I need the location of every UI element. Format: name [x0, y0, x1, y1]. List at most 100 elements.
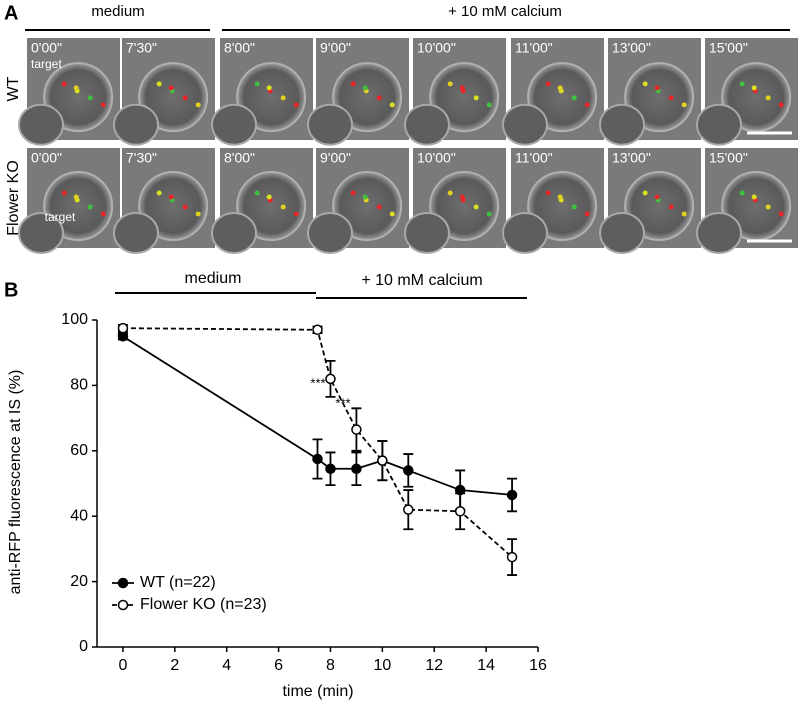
fluorescent-spot [350, 81, 356, 87]
data-point [351, 424, 362, 435]
data-point [312, 324, 323, 336]
data-point [312, 453, 323, 465]
legend-marker [117, 577, 129, 589]
time-label: 11'00" [515, 40, 553, 56]
fluorescent-spot [668, 204, 674, 210]
fluorescent-spot [100, 102, 106, 108]
time-label: 9'00" [320, 40, 351, 56]
time-label: 9'00" [320, 150, 351, 166]
fluorescent-spot [642, 81, 648, 87]
y-tick-label: 0 [79, 638, 88, 655]
fluorescent-spot [473, 95, 479, 101]
fluorescent-spot [266, 85, 272, 91]
fluorescent-spot [87, 204, 93, 210]
fluorescent-spot [557, 194, 563, 200]
fluorescent-spot [182, 95, 188, 101]
x-tick-label: 14 [477, 657, 495, 674]
time-label: 8'00" [224, 150, 255, 166]
time-label: 10'00" [417, 40, 456, 56]
fluorescent-spot [571, 95, 577, 101]
time-label: 10'00" [417, 150, 456, 166]
data-point [325, 373, 336, 385]
time-label: 0'00" [31, 40, 62, 56]
fluorescent-spot [751, 194, 757, 200]
fluorescent-spot [681, 211, 687, 217]
fluorescent-spot [362, 194, 368, 200]
fluorescent-spot [61, 81, 67, 87]
time-label: 15'00" [709, 40, 748, 56]
data-point [454, 506, 466, 517]
legend-label: WT (n=22) [140, 574, 216, 591]
cell [18, 212, 64, 254]
cell [404, 212, 450, 254]
legend-label: Flower KO (n=23) [140, 596, 267, 613]
data-point [377, 455, 388, 466]
fluorescent-spot [584, 211, 590, 217]
y-tick-label: 100 [61, 311, 88, 328]
cell [332, 62, 403, 133]
cell [429, 62, 500, 133]
cell [211, 103, 257, 146]
data-point [117, 322, 129, 334]
x-tick-label: 2 [170, 657, 179, 674]
significance-label: *** [310, 375, 325, 390]
y-tick-label: 20 [70, 573, 88, 590]
cell [113, 212, 159, 254]
fluorescent-spot [739, 190, 745, 196]
y-axis-label: anti-RFP fluorescence at IS (%) [7, 370, 24, 595]
cell [43, 62, 114, 133]
fluorescent-spot [350, 190, 356, 196]
fluorescent-spot [765, 95, 771, 101]
fluorescent-spot [280, 95, 286, 101]
fluorescent-spot [681, 102, 687, 108]
cell [307, 212, 353, 254]
data-point [403, 465, 414, 476]
fluorescent-spot [61, 190, 67, 196]
y-tick-label: 80 [70, 377, 88, 394]
y-tick-label: 40 [70, 507, 88, 524]
cell [721, 62, 792, 133]
fluorescent-spot [266, 194, 272, 200]
data-point [506, 551, 518, 563]
fluorescent-spot [156, 190, 162, 196]
fluorescent-spot [654, 194, 660, 200]
x-tick-label: 10 [373, 657, 391, 674]
fluorescent-spot [195, 102, 201, 108]
y-tick-label: 60 [70, 442, 88, 459]
fluorescent-spot [557, 85, 563, 91]
cell [599, 212, 645, 254]
panel-label: A [4, 2, 18, 24]
fluorescent-spot [389, 102, 395, 108]
cell [113, 103, 159, 146]
data-point [351, 463, 362, 475]
fluorescent-spot [389, 211, 395, 217]
fluorescent-spot [459, 194, 465, 200]
data-point [403, 504, 414, 515]
cell [18, 103, 64, 146]
fluorescent-spot [376, 95, 382, 101]
fluorescent-spot [293, 102, 299, 108]
row-label: WT [5, 76, 22, 101]
x-tick-label: 0 [118, 657, 127, 674]
fluorescent-spot [778, 102, 784, 108]
fluorescent-spot [473, 204, 479, 210]
x-tick-label: 16 [529, 657, 547, 674]
cell [696, 212, 742, 254]
x-tick-label: 4 [222, 657, 231, 674]
time-label: 0'00" [31, 150, 62, 166]
micrograph-grid: WT 0'00" 7'30" 8'00" 9'00" 10'00" 11'00" 13'00"… [5, 38, 798, 254]
fluorescent-spot [545, 81, 551, 87]
fluorescent-spot [765, 204, 771, 210]
cell [138, 62, 209, 133]
data-point [325, 463, 336, 475]
cell [307, 103, 353, 146]
fluorescent-spot [73, 85, 79, 91]
panel-label: B [4, 279, 18, 301]
fluorescent-spot [778, 211, 784, 217]
fluorescent-spot [376, 204, 382, 210]
x-tick-label: 12 [425, 657, 443, 674]
fluorescent-spot [668, 95, 674, 101]
fluorescent-spot [195, 211, 201, 217]
